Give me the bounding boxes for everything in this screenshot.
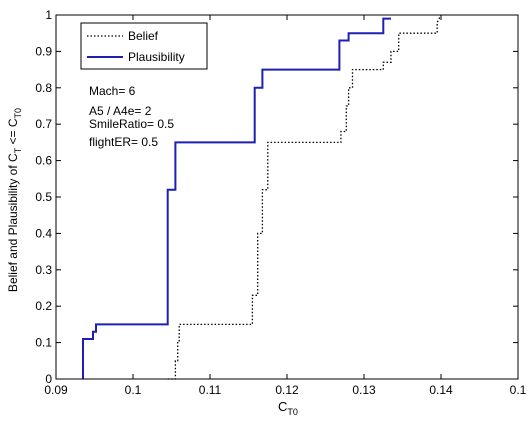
legend-label-plausibility: Plausibility <box>128 50 185 64</box>
x-axis-label: CT0 <box>278 399 298 417</box>
annotation-flight-er: flightER= 0.5 <box>89 135 158 149</box>
annotation-smile-ratio: SmileRatio= 0.5 <box>89 117 174 131</box>
x-tick-label: 0.1 <box>510 383 527 397</box>
y-tick-label: 0.8 <box>35 81 52 95</box>
y-tick-label: 0.5 <box>35 190 52 204</box>
y-tick-label: 0.9 <box>35 44 52 58</box>
series-line-plausibility <box>82 17 391 379</box>
y-tick-label: 0.6 <box>35 154 52 168</box>
y-tick-label: 0.1 <box>35 336 52 350</box>
y-tick-label: 0.2 <box>35 299 52 313</box>
y-tick-label: 0.4 <box>35 226 52 240</box>
legend-label-belief: Belief <box>128 29 159 43</box>
x-tick-label: 0.1 <box>125 383 142 397</box>
series-line-belief <box>167 14 442 380</box>
x-tick-label: 0.11 <box>199 383 222 397</box>
x-tick-label: 0.09 <box>44 383 68 397</box>
x-tick-label: 0.12 <box>275 383 299 397</box>
annotation-block: Mach= 6 A5 / A4e= 2 SmileRatio= 0.5 flig… <box>89 84 174 149</box>
tick-layer: 0.09 0.1 0.11 0.12 0.13 0.14 0.1 0 0.1 0.2 0.3 0.4 0… <box>35 8 526 397</box>
legend: Belief Plausibility <box>80 22 208 70</box>
y-tick-label: 0 <box>45 372 52 386</box>
y-tick-label: 0.3 <box>35 263 52 277</box>
y-axis-label: Belief and Plausibility of CT <= CT0 <box>6 108 23 292</box>
legend-box <box>80 22 208 70</box>
series-layer <box>82 14 442 380</box>
y-tick-label: 1 <box>45 8 52 22</box>
annotation-mach: Mach= 6 <box>89 84 136 98</box>
annotation-area-ratio: A5 / A4e= 2 <box>89 104 152 118</box>
y-tick-label: 0.7 <box>35 117 52 131</box>
x-tick-label: 0.13 <box>352 383 376 397</box>
x-tick-label: 0.14 <box>429 383 453 397</box>
